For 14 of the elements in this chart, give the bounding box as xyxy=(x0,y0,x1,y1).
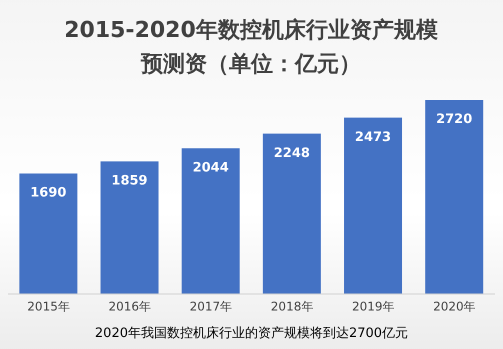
x-tick-label: 2015年 xyxy=(27,300,70,314)
data-label: 2720 xyxy=(436,112,472,128)
x-tick-label: 2017年 xyxy=(190,300,232,314)
data-label: 2473 xyxy=(354,130,392,145)
x-tick-label: 2016年 xyxy=(108,300,152,314)
x-tick-label: 2020年 xyxy=(433,300,476,314)
x-tick-label: 2019年 xyxy=(352,300,395,314)
x-tick-label: 2018年 xyxy=(270,300,314,314)
chart-title: 2015-2020年数控机床行业资产规模预测资（单位：亿元） xyxy=(63,17,439,79)
data-label: 1690 xyxy=(30,186,66,201)
data-label: 2248 xyxy=(274,146,310,161)
data-label: 2044 xyxy=(192,160,229,176)
data-label: 1859 xyxy=(111,174,148,189)
text: 2020年我国数控机床行业的资产规模将到达2700亿元 xyxy=(94,325,410,342)
